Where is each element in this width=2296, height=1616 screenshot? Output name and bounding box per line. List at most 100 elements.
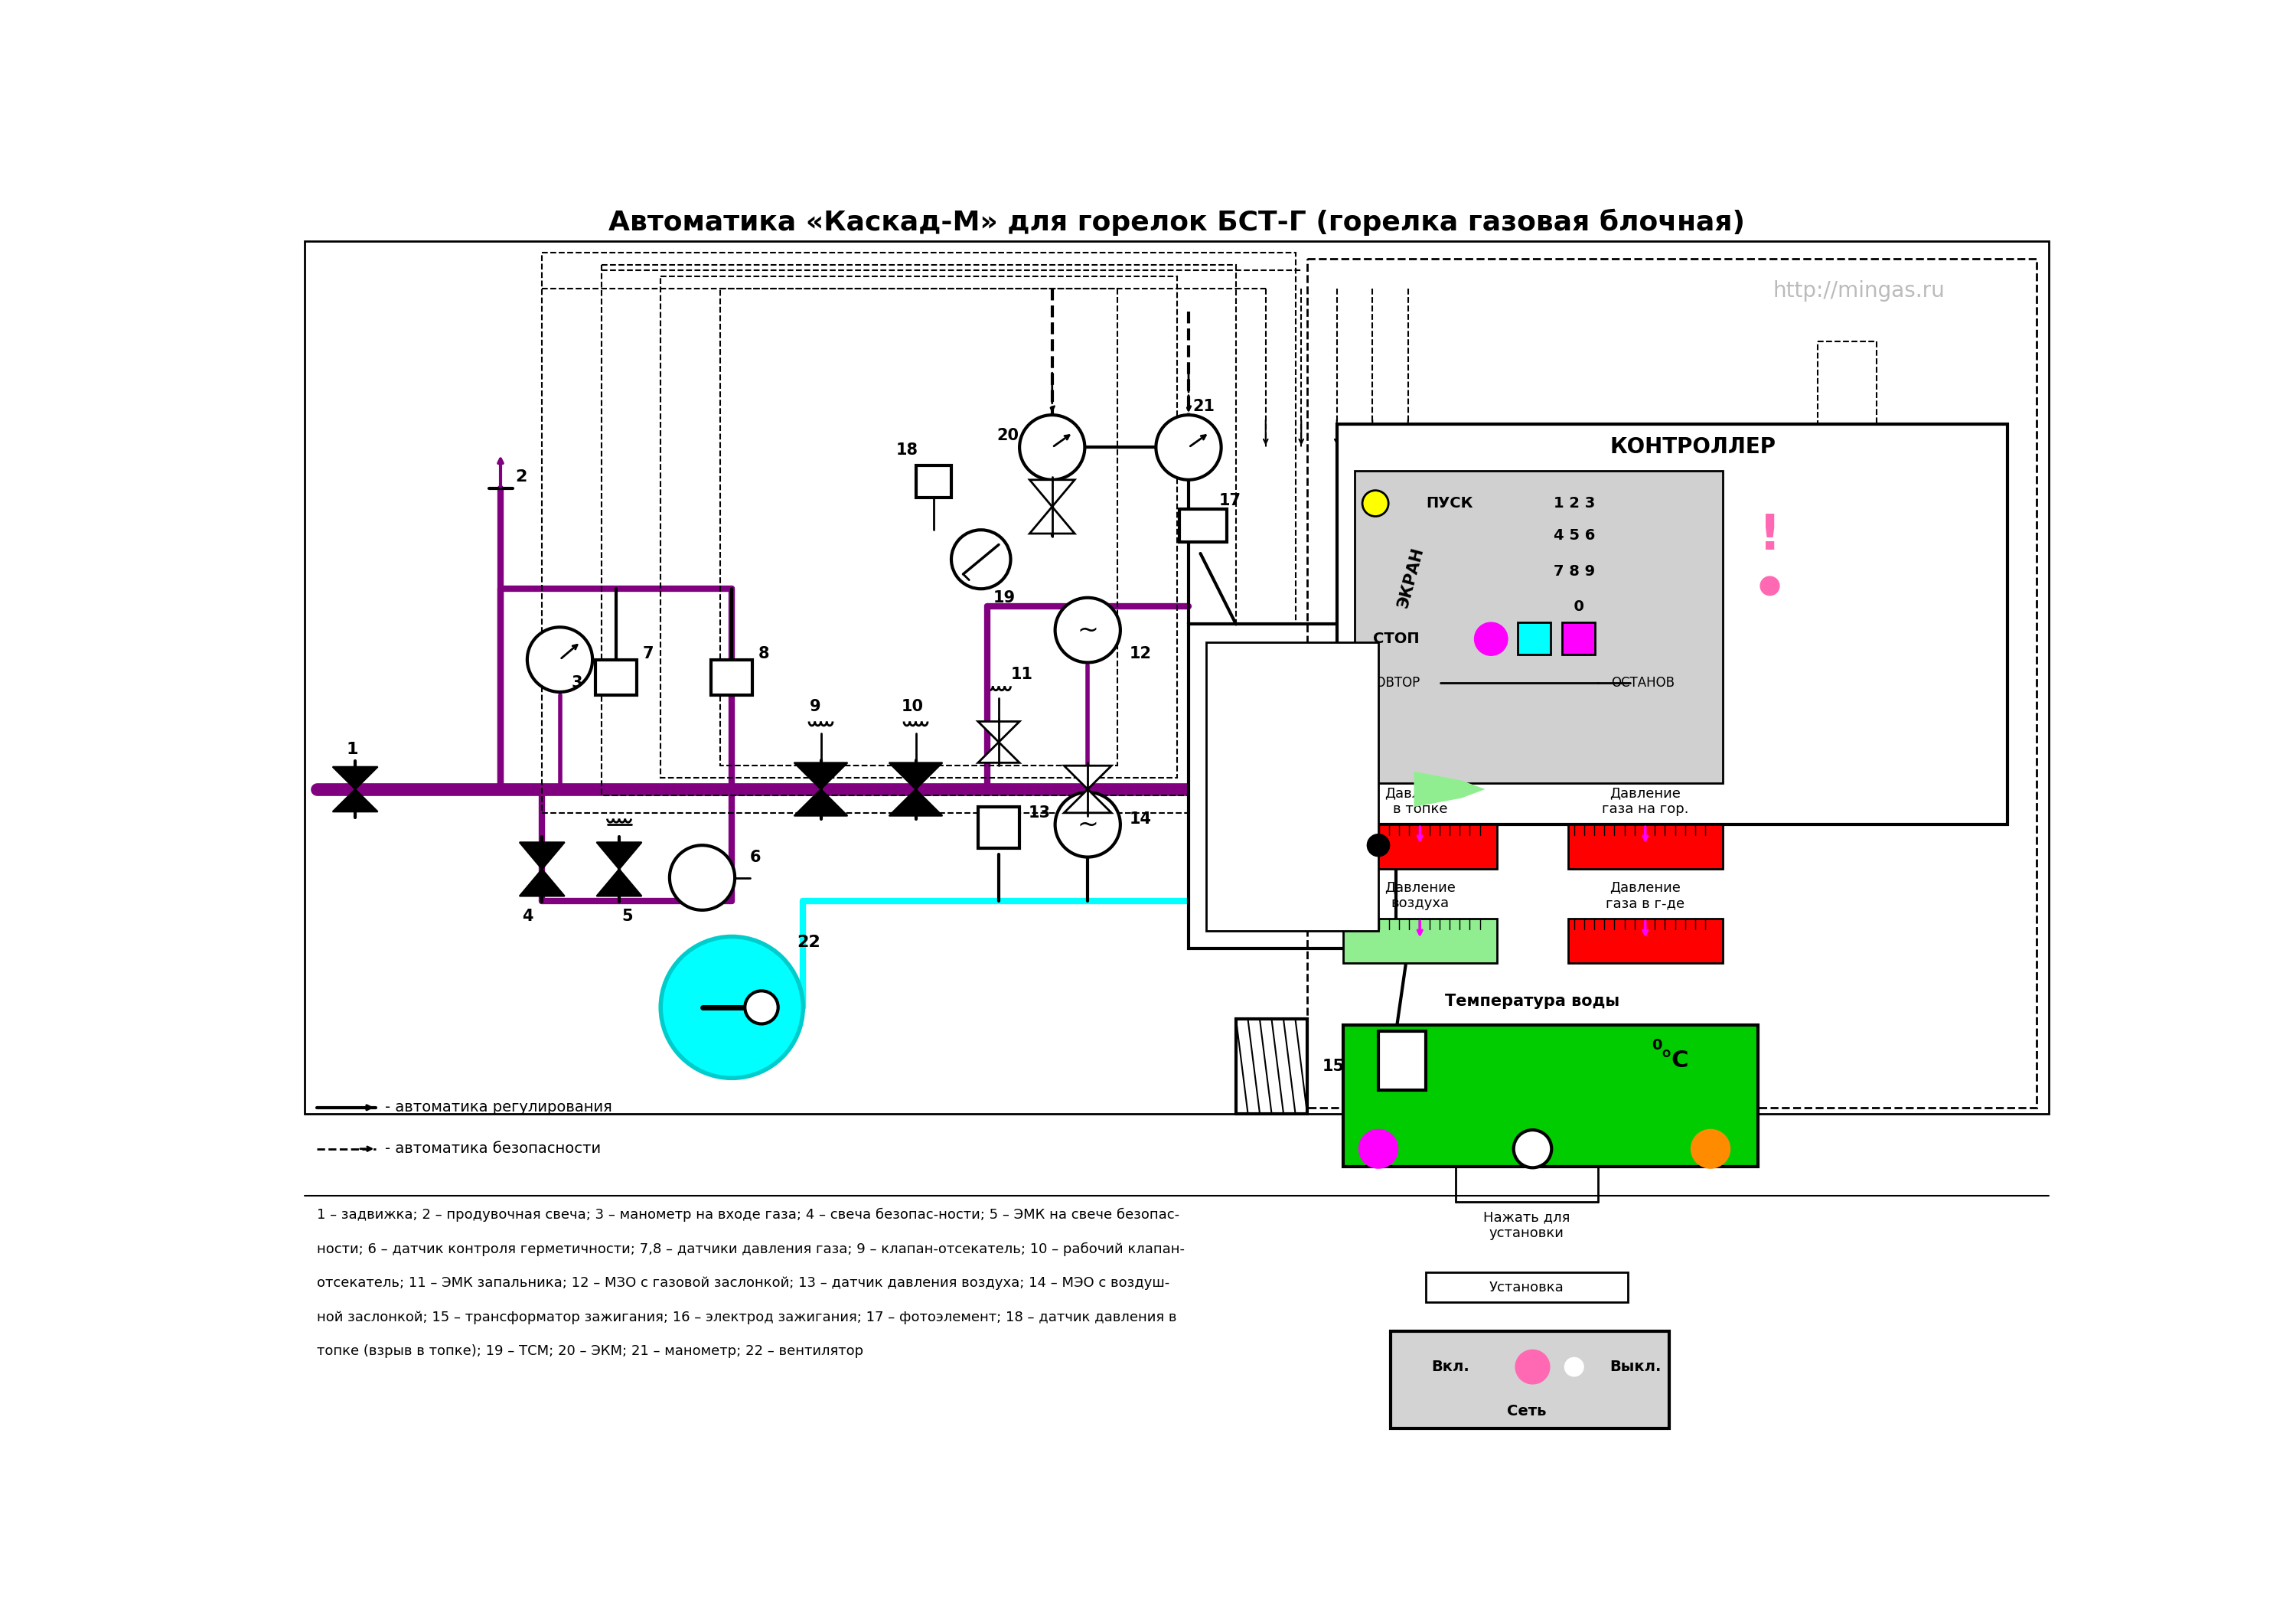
Text: Давление
в топке: Давление в топке	[1384, 787, 1456, 816]
Bar	[1568, 824, 1722, 869]
Text: ПОВТОР: ПОВТОР	[1366, 675, 1421, 690]
Circle shape	[1056, 598, 1120, 663]
Text: 15: 15	[1322, 1058, 1345, 1075]
Text: 1 2 3: 1 2 3	[1554, 496, 1596, 511]
Bar	[712, 659, 753, 695]
Text: http://mingas.ru: http://mingas.ru	[1773, 281, 1945, 302]
Text: отсекатель; 11 – ЭМК запальника; 12 – МЗО с газовой заслонкой; 13 – датчик давле: отсекатель; 11 – ЭМК запальника; 12 – МЗ…	[317, 1277, 1169, 1290]
Circle shape	[1359, 1130, 1398, 1168]
Text: 11: 11	[1010, 667, 1033, 682]
Circle shape	[528, 627, 592, 692]
Circle shape	[1019, 415, 1084, 480]
Text: Вкл.: Вкл.	[1433, 1359, 1469, 1374]
Circle shape	[1515, 1351, 1550, 1383]
Bar	[721, 288, 1118, 766]
Polygon shape	[1063, 766, 1111, 789]
Circle shape	[1056, 792, 1120, 856]
Bar	[916, 465, 951, 498]
Text: ~: ~	[1077, 811, 1097, 837]
Bar	[595, 659, 636, 695]
Bar	[1343, 1025, 1759, 1167]
Circle shape	[661, 937, 804, 1078]
Circle shape	[744, 991, 778, 1025]
Polygon shape	[1414, 771, 1486, 806]
Polygon shape	[978, 742, 1019, 763]
Text: Температура воды: Температура воды	[1444, 994, 1621, 1008]
Bar	[1355, 470, 1722, 784]
Circle shape	[1692, 1130, 1729, 1168]
Text: КОНТРОЛЛЕР: КОНТРОЛЛЕР	[1609, 436, 1775, 457]
Text: Выкл.: Выкл.	[1609, 1359, 1662, 1374]
Circle shape	[951, 530, 1010, 588]
Text: 6: 6	[748, 850, 760, 865]
Circle shape	[670, 845, 735, 910]
Polygon shape	[519, 869, 565, 895]
Text: 12: 12	[1130, 646, 1150, 661]
Polygon shape	[889, 789, 941, 816]
Polygon shape	[1029, 480, 1075, 507]
Circle shape	[1474, 622, 1508, 656]
Text: ности; 6 – датчик контроля герметичности; 7,8 – датчики давления газа; 9 – клапа: ности; 6 – датчик контроля герметичности…	[317, 1243, 1185, 1256]
Text: - автоматика безопасности: - автоматика безопасности	[386, 1141, 602, 1155]
Text: СТОП: СТОП	[1373, 632, 1419, 646]
Text: 19: 19	[992, 590, 1015, 606]
Text: 2: 2	[514, 469, 528, 485]
Bar	[1189, 624, 1396, 949]
Circle shape	[1362, 490, 1389, 517]
Bar	[978, 806, 1019, 848]
Polygon shape	[333, 768, 379, 789]
Text: Давление
воздуха: Давление воздуха	[1384, 881, 1456, 910]
Text: 1: 1	[347, 742, 358, 756]
Polygon shape	[889, 763, 941, 789]
Text: 10: 10	[902, 700, 923, 714]
Polygon shape	[597, 869, 641, 895]
Text: 4: 4	[521, 910, 533, 924]
Bar	[1336, 423, 2007, 824]
Bar	[661, 276, 1176, 777]
Text: ОСТАНОВ: ОСТАНОВ	[1612, 675, 1674, 690]
Text: 22: 22	[797, 936, 820, 950]
Text: 16: 16	[1437, 1036, 1460, 1050]
Circle shape	[1761, 577, 1779, 595]
Text: Давление
газа в г-де: Давление газа в г-де	[1605, 881, 1685, 910]
Bar	[1378, 1031, 1426, 1089]
Text: 1 – задвижка; 2 – продувочная свеча; 3 – манометр на входе газа; 4 – свеча безоп: 1 – задвижка; 2 – продувочная свеча; 3 –…	[317, 1207, 1180, 1222]
Text: 7 8 9: 7 8 9	[1554, 564, 1596, 579]
Text: 7: 7	[643, 646, 654, 661]
Bar	[1235, 1020, 1306, 1113]
Text: °C: °C	[1660, 1049, 1690, 1071]
Bar	[602, 265, 1235, 795]
Bar	[1426, 1273, 1628, 1302]
Text: !: !	[1759, 512, 1782, 559]
Bar	[1306, 259, 2037, 1107]
Polygon shape	[1029, 507, 1075, 533]
Text: 3: 3	[572, 675, 583, 690]
Text: 13: 13	[1029, 805, 1052, 821]
Polygon shape	[519, 842, 565, 869]
Circle shape	[1368, 834, 1389, 856]
Circle shape	[1155, 415, 1221, 480]
Bar	[1568, 920, 1722, 963]
Text: 0: 0	[1653, 1039, 1662, 1054]
Bar	[542, 252, 1295, 813]
Text: 14: 14	[1130, 811, 1150, 826]
Polygon shape	[333, 789, 379, 811]
Text: Нажать для
установки: Нажать для установки	[1483, 1210, 1570, 1241]
Bar	[1343, 824, 1497, 869]
Text: 4 5 6: 4 5 6	[1554, 528, 1596, 543]
Text: 21: 21	[1192, 399, 1215, 414]
Text: ной заслонкой; 15 – трансформатор зажигания; 16 – электрод зажигания; 17 – фотоэ: ной заслонкой; 15 – трансформатор зажига…	[317, 1311, 1176, 1324]
Text: Сеть: Сеть	[1506, 1404, 1548, 1419]
Polygon shape	[978, 721, 1019, 742]
Polygon shape	[1063, 789, 1111, 813]
Text: ЭКРАН: ЭКРАН	[1396, 545, 1426, 609]
Text: Установка: Установка	[1490, 1280, 1564, 1294]
Text: - автоматика регулирования: - автоматика регулирования	[386, 1100, 613, 1115]
Circle shape	[1566, 1357, 1582, 1375]
Text: 17: 17	[1219, 493, 1242, 507]
Ellipse shape	[1529, 1356, 1582, 1378]
Polygon shape	[597, 842, 641, 869]
Circle shape	[1513, 1130, 1552, 1168]
Text: 8: 8	[758, 646, 769, 661]
Text: 20: 20	[996, 428, 1019, 443]
